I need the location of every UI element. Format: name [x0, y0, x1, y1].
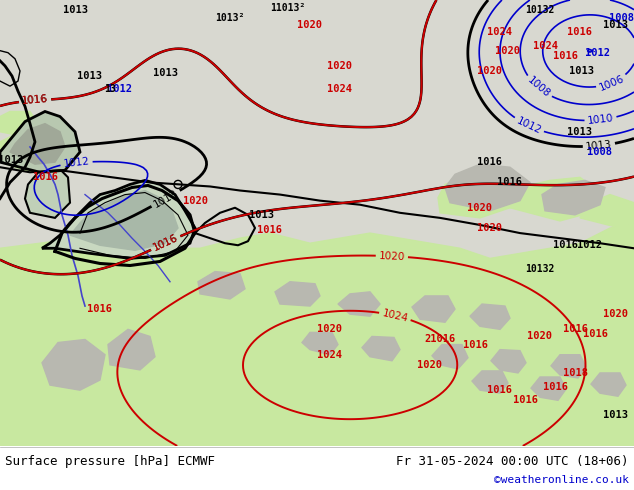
- Text: 1013: 1013: [602, 21, 628, 30]
- Text: 1012: 1012: [578, 240, 602, 250]
- Text: ©weatheronline.co.uk: ©weatheronline.co.uk: [494, 475, 629, 485]
- Text: 1020: 1020: [328, 61, 353, 71]
- Polygon shape: [10, 123, 65, 164]
- Text: 1016: 1016: [583, 329, 607, 340]
- Polygon shape: [275, 282, 320, 306]
- Text: 1020: 1020: [467, 203, 493, 213]
- Polygon shape: [302, 332, 338, 355]
- Text: 1020: 1020: [183, 196, 207, 206]
- Text: 1020: 1020: [418, 360, 443, 370]
- Polygon shape: [25, 164, 70, 218]
- Text: 1016: 1016: [562, 324, 588, 334]
- Text: 1013: 1013: [250, 210, 275, 220]
- Text: 1016: 1016: [257, 225, 283, 235]
- Text: 1012: 1012: [586, 48, 611, 58]
- Text: 1012: 1012: [108, 84, 133, 94]
- Text: 1016: 1016: [22, 95, 49, 106]
- Polygon shape: [0, 127, 70, 172]
- Polygon shape: [510, 177, 600, 221]
- Text: 13: 13: [104, 84, 116, 94]
- Text: 1006: 1006: [598, 73, 626, 93]
- Text: 1008: 1008: [609, 13, 633, 23]
- Text: 1013: 1013: [569, 66, 595, 76]
- Text: 1024: 1024: [381, 308, 409, 323]
- Text: 1018: 1018: [562, 368, 588, 378]
- Text: Fr 31-05-2024 00:00 UTC (18+06): Fr 31-05-2024 00:00 UTC (18+06): [396, 455, 629, 468]
- Text: 1020: 1020: [378, 250, 405, 262]
- Text: -1013: -1013: [0, 155, 23, 165]
- Text: 1020: 1020: [602, 309, 628, 319]
- Text: 1020: 1020: [318, 324, 342, 334]
- Polygon shape: [362, 337, 400, 361]
- Text: 1016: 1016: [498, 177, 522, 187]
- Text: 1013: 1013: [77, 71, 103, 81]
- Text: 1012: 1012: [63, 156, 90, 169]
- Text: 1012: 1012: [515, 116, 543, 136]
- Text: 1016: 1016: [32, 172, 58, 182]
- Polygon shape: [580, 195, 634, 228]
- Text: 1016: 1016: [552, 51, 578, 61]
- Text: 1016: 1016: [87, 304, 112, 314]
- Text: 1013: 1013: [152, 188, 179, 209]
- Polygon shape: [198, 271, 245, 299]
- Polygon shape: [0, 0, 634, 446]
- Text: 1013²: 1013²: [216, 13, 245, 23]
- Text: 1010: 1010: [587, 113, 614, 126]
- Text: 1016: 1016: [488, 385, 512, 395]
- Text: 1020: 1020: [496, 46, 521, 56]
- Polygon shape: [338, 292, 380, 316]
- Polygon shape: [491, 350, 526, 373]
- Text: 1016: 1016: [462, 340, 488, 349]
- Text: 1024: 1024: [488, 27, 512, 37]
- Polygon shape: [70, 191, 178, 250]
- Text: 1008: 1008: [588, 147, 612, 157]
- Text: 11013²: 11013²: [270, 3, 306, 13]
- Polygon shape: [0, 112, 80, 172]
- Text: 1016: 1016: [512, 395, 538, 405]
- Text: 1020: 1020: [527, 331, 552, 342]
- Polygon shape: [432, 344, 468, 369]
- Text: 1016: 1016: [543, 382, 567, 392]
- Text: 1020: 1020: [477, 223, 503, 233]
- Polygon shape: [445, 164, 530, 211]
- Text: 1020: 1020: [477, 66, 503, 76]
- Text: 10132: 10132: [526, 264, 555, 273]
- Text: 1016: 1016: [567, 27, 593, 37]
- Text: 1024: 1024: [533, 41, 557, 50]
- Text: 1016: 1016: [477, 157, 503, 167]
- Polygon shape: [472, 371, 508, 393]
- Text: 1020: 1020: [297, 21, 323, 30]
- Text: 1016: 1016: [22, 95, 49, 106]
- Text: 1024: 1024: [318, 350, 342, 360]
- Text: 1008: 1008: [525, 75, 552, 100]
- Text: 1013: 1013: [602, 411, 628, 420]
- Polygon shape: [412, 296, 455, 322]
- Polygon shape: [591, 373, 626, 396]
- Text: 1016: 1016: [552, 240, 578, 250]
- Polygon shape: [438, 172, 520, 218]
- Text: 1013: 1013: [585, 139, 612, 152]
- Polygon shape: [108, 329, 155, 370]
- Polygon shape: [470, 304, 510, 329]
- Polygon shape: [542, 180, 605, 215]
- Polygon shape: [0, 112, 40, 137]
- Text: 1013: 1013: [153, 68, 178, 78]
- Text: 21016: 21016: [424, 335, 456, 344]
- Text: Surface pressure [hPa] ECMWF: Surface pressure [hPa] ECMWF: [5, 455, 215, 468]
- Polygon shape: [551, 355, 586, 378]
- Polygon shape: [0, 223, 634, 446]
- Text: 1013: 1013: [63, 5, 87, 15]
- Text: 1016: 1016: [152, 233, 179, 253]
- Text: 1016: 1016: [152, 233, 179, 253]
- Polygon shape: [42, 180, 195, 258]
- Polygon shape: [531, 377, 566, 400]
- Text: 1013: 1013: [567, 127, 593, 137]
- Polygon shape: [42, 340, 105, 390]
- Text: 1024: 1024: [328, 84, 353, 94]
- Text: 10132: 10132: [526, 5, 555, 15]
